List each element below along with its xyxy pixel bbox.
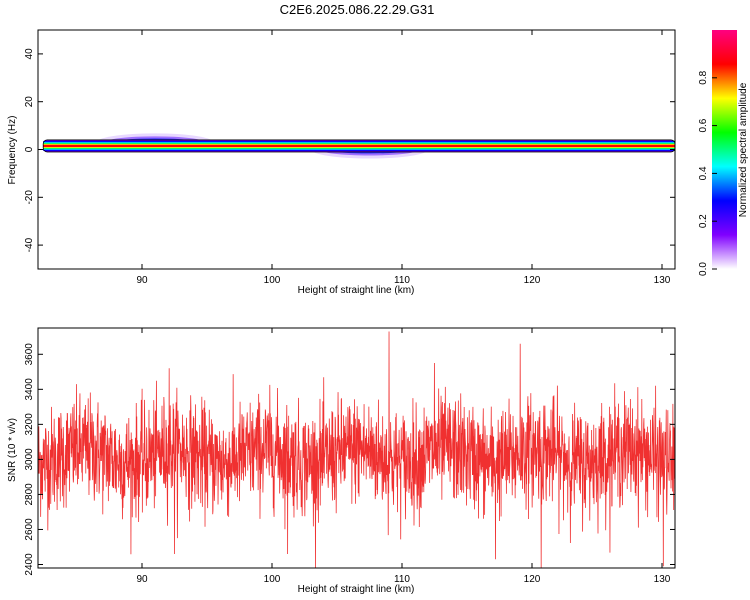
spectrogram-x-ticks: 90 100 110 120 130: [136, 30, 671, 286]
spectrogram-y-ticks: -40 -20 0 20 40: [24, 48, 675, 252]
spectrogram-x-label: Height of straight line (km): [298, 285, 415, 296]
y-tick-label: 3200: [24, 413, 35, 436]
x-tick-label: 90: [136, 574, 148, 585]
snr-frame: [37, 327, 676, 569]
spectrogram-panel: 90 100 110 120 130 -40 -20 0 20 40 Height of str…: [7, 29, 676, 296]
y-tick-label: 2400: [24, 553, 35, 576]
y-tick-label: 0: [24, 146, 35, 152]
x-tick-label: 130: [654, 275, 671, 286]
snr-series-line: [38, 331, 675, 568]
x-tick-label: 100: [264, 275, 281, 286]
colorbar-tick-label: 0.8: [698, 70, 709, 84]
colorbar-tick-label: 0.2: [698, 214, 709, 228]
colorbar-gradient: [712, 30, 737, 269]
figure-title: C2E6.2025.086.22.29.G31: [280, 2, 435, 17]
x-tick-label: 100: [264, 574, 281, 585]
colorbar-tick-label: 0.0: [698, 262, 709, 276]
y-tick-label: -40: [24, 237, 35, 252]
x-tick-label: 110: [394, 275, 410, 286]
y-tick-label: 3600: [24, 343, 35, 366]
colorbar-ticks: 0.0 0.2 0.4 0.6 0.8: [698, 70, 717, 276]
colorbar: 0.0 0.2 0.4 0.6 0.8 Normalized spectral ampl…: [698, 30, 749, 276]
snr-x-label: Height of straight line (km): [298, 584, 415, 595]
y-tick-label: 20: [24, 96, 35, 108]
y-tick-label: 2600: [24, 518, 35, 541]
y-tick-label: 3400: [24, 378, 35, 401]
x-tick-label: 130: [654, 574, 671, 585]
x-tick-label: 120: [524, 275, 541, 286]
y-tick-label: 3000: [24, 448, 35, 471]
snr-x-ticks: 90 100 110 120 130: [136, 328, 671, 585]
spectral-band-layer: [43, 144, 675, 148]
spectrogram-y-label: Frequency (Hz): [7, 116, 18, 185]
x-tick-label: 110: [394, 574, 410, 585]
colorbar-tick-label: 0.4: [698, 166, 709, 180]
x-tick-label: 90: [136, 275, 148, 286]
snr-panel: 90 100 110 120 130 2400 2600 2800 3000 3200 3400 3…: [7, 327, 676, 595]
snr-y-label: SNR (10 * v/v): [7, 418, 18, 482]
y-tick-label: 2800: [24, 483, 35, 506]
y-tick-label: -20: [24, 190, 35, 205]
colorbar-label: Normalized spectral amplitude: [738, 82, 749, 217]
colorbar-tick-label: 0.6: [698, 118, 709, 132]
x-tick-label: 120: [524, 574, 541, 585]
snr-y-ticks: 2400 2600 2800 3000 3200 3400 3600: [24, 343, 675, 576]
spectrogram-content: [42, 133, 676, 159]
y-tick-label: 40: [24, 48, 35, 60]
